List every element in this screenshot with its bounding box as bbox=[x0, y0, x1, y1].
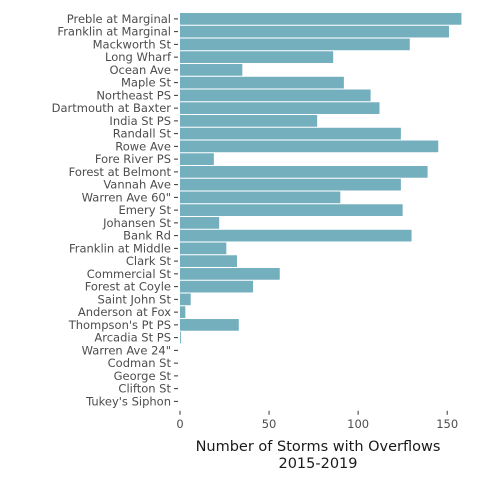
category-label: Ocean Ave bbox=[109, 63, 171, 77]
bar bbox=[180, 204, 403, 216]
category-label: Clifton St bbox=[118, 382, 171, 396]
x-tick-label: 50 bbox=[262, 417, 277, 431]
category-label: Vannah Ave bbox=[103, 178, 171, 192]
bar bbox=[180, 217, 220, 229]
category-label: Bank Rd bbox=[123, 229, 171, 243]
category-label: Saint John St bbox=[98, 292, 172, 306]
category-label: Thompson's Pt PS bbox=[68, 318, 171, 332]
category-label: Johansen St bbox=[102, 216, 171, 230]
category-ticks bbox=[174, 18, 178, 402]
bar bbox=[180, 140, 439, 153]
category-label: Northeast PS bbox=[96, 88, 171, 102]
category-label: Franklin at Middle bbox=[69, 241, 171, 255]
bar bbox=[180, 51, 334, 63]
category-label: Emery St bbox=[118, 203, 171, 217]
bar bbox=[180, 76, 344, 89]
bar bbox=[180, 89, 371, 102]
category-label: Clark St bbox=[126, 254, 172, 268]
bar bbox=[180, 25, 449, 38]
bar bbox=[180, 319, 239, 331]
x-axis-title-line1: Number of Storms with Overflows bbox=[196, 439, 441, 455]
bar bbox=[180, 102, 380, 114]
category-label: Warren Ave 24" bbox=[82, 343, 171, 357]
category-label: George St bbox=[114, 369, 172, 383]
category-label: Dartmouth at Baxter bbox=[52, 101, 172, 115]
bar bbox=[180, 13, 462, 25]
category-label: Tukey's Siphon bbox=[85, 394, 171, 408]
category-label: Preble at Marginal bbox=[67, 12, 171, 26]
bar bbox=[180, 115, 318, 127]
category-label: Mackworth St bbox=[93, 37, 172, 51]
x-tick-label: 100 bbox=[347, 417, 369, 431]
category-label: Randall St bbox=[113, 127, 172, 141]
category-label: Anderson at Fox bbox=[78, 305, 171, 319]
bar bbox=[180, 229, 412, 242]
bar bbox=[180, 255, 237, 267]
category-label: Rowe Ave bbox=[115, 139, 171, 153]
bar bbox=[180, 153, 214, 165]
category-label: Franklin at Marginal bbox=[57, 25, 171, 39]
bar bbox=[180, 191, 341, 204]
category-label: India St PS bbox=[109, 114, 171, 128]
bar bbox=[180, 331, 181, 344]
category-label: Warren Ave 60" bbox=[82, 190, 171, 204]
bar bbox=[180, 166, 428, 178]
bars-group bbox=[180, 13, 462, 344]
category-label: Long Wharf bbox=[105, 50, 172, 64]
bar bbox=[180, 306, 186, 318]
bar bbox=[180, 38, 410, 51]
category-label: Forest at Belmont bbox=[69, 165, 172, 179]
category-label: Arcadia St PS bbox=[94, 331, 171, 345]
x-axis-ticks: 0 50 100 150 bbox=[176, 410, 458, 431]
bar bbox=[180, 293, 191, 306]
bar bbox=[180, 127, 401, 140]
category-label: Fore River PS bbox=[95, 152, 171, 166]
bar bbox=[180, 178, 401, 191]
category-label: Commercial St bbox=[87, 267, 172, 281]
x-tick-label: 150 bbox=[436, 417, 458, 431]
x-tick-label: 0 bbox=[176, 417, 183, 431]
bar bbox=[180, 280, 254, 293]
x-axis-title-line2: 2015-2019 bbox=[278, 456, 357, 472]
bar bbox=[180, 64, 243, 76]
bar bbox=[180, 242, 227, 255]
category-label: Maple St bbox=[121, 76, 171, 90]
category-label: Codman St bbox=[108, 356, 172, 370]
bar bbox=[180, 268, 280, 280]
category-label: Forest at Coyle bbox=[85, 280, 171, 294]
